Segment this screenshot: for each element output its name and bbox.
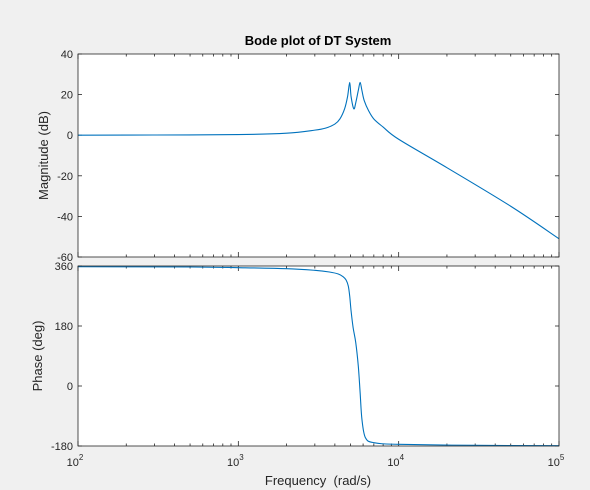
magnitude-y-axis-label: Magnitude (dB)	[36, 111, 51, 200]
x-tick-label: 104	[387, 453, 404, 469]
phase-y-tick-label: 0	[67, 381, 73, 393]
phase-y-tick-label: -180	[51, 441, 73, 453]
magnitude-y-tick-label: -20	[57, 171, 73, 183]
phase-y-tick-label: 180	[55, 321, 73, 333]
magnitude-y-tick-label: 40	[61, 49, 73, 61]
x-axis-label: Frequency (rad/s)	[265, 473, 371, 488]
x-tick-label: 103	[227, 453, 244, 469]
magnitude-plot-area	[78, 54, 559, 257]
x-tick-label: 105	[548, 453, 565, 469]
phase-series-line	[77, 266, 560, 447]
phase-y-axis-label: Phase (deg)	[30, 321, 45, 392]
magnitude-y-tick-label: 20	[61, 90, 73, 102]
magnitude-y-tick-label: -60	[57, 252, 73, 264]
magnitude-y-tick-label: 0	[67, 130, 73, 142]
phase-axes-box	[77, 265, 560, 447]
magnitude-y-tick-label: -40	[57, 211, 73, 223]
magnitude-series-line	[77, 81, 560, 240]
phase-plot-area	[78, 266, 559, 446]
magnitude-axes-box	[77, 53, 560, 258]
chart-title: Bode plot of DT System	[245, 33, 392, 48]
phase-y-tick-labels: 360 180 0 -180	[51, 261, 73, 453]
magnitude-y-tick-labels: 40 20 0 -20 -40 -60	[57, 49, 73, 264]
x-tick-label: 102	[67, 453, 84, 469]
phase-axes: 360 180 0 -180 102 103 104 105 Phase (deg) Fre…	[30, 261, 565, 488]
phase-x-tick-labels: 102 103 104 105	[67, 453, 565, 469]
phase-y-tick-label: 360	[55, 261, 73, 273]
magnitude-axes: 40 20 0 -20 -40 -60 Magnitude (dB)	[36, 49, 560, 264]
